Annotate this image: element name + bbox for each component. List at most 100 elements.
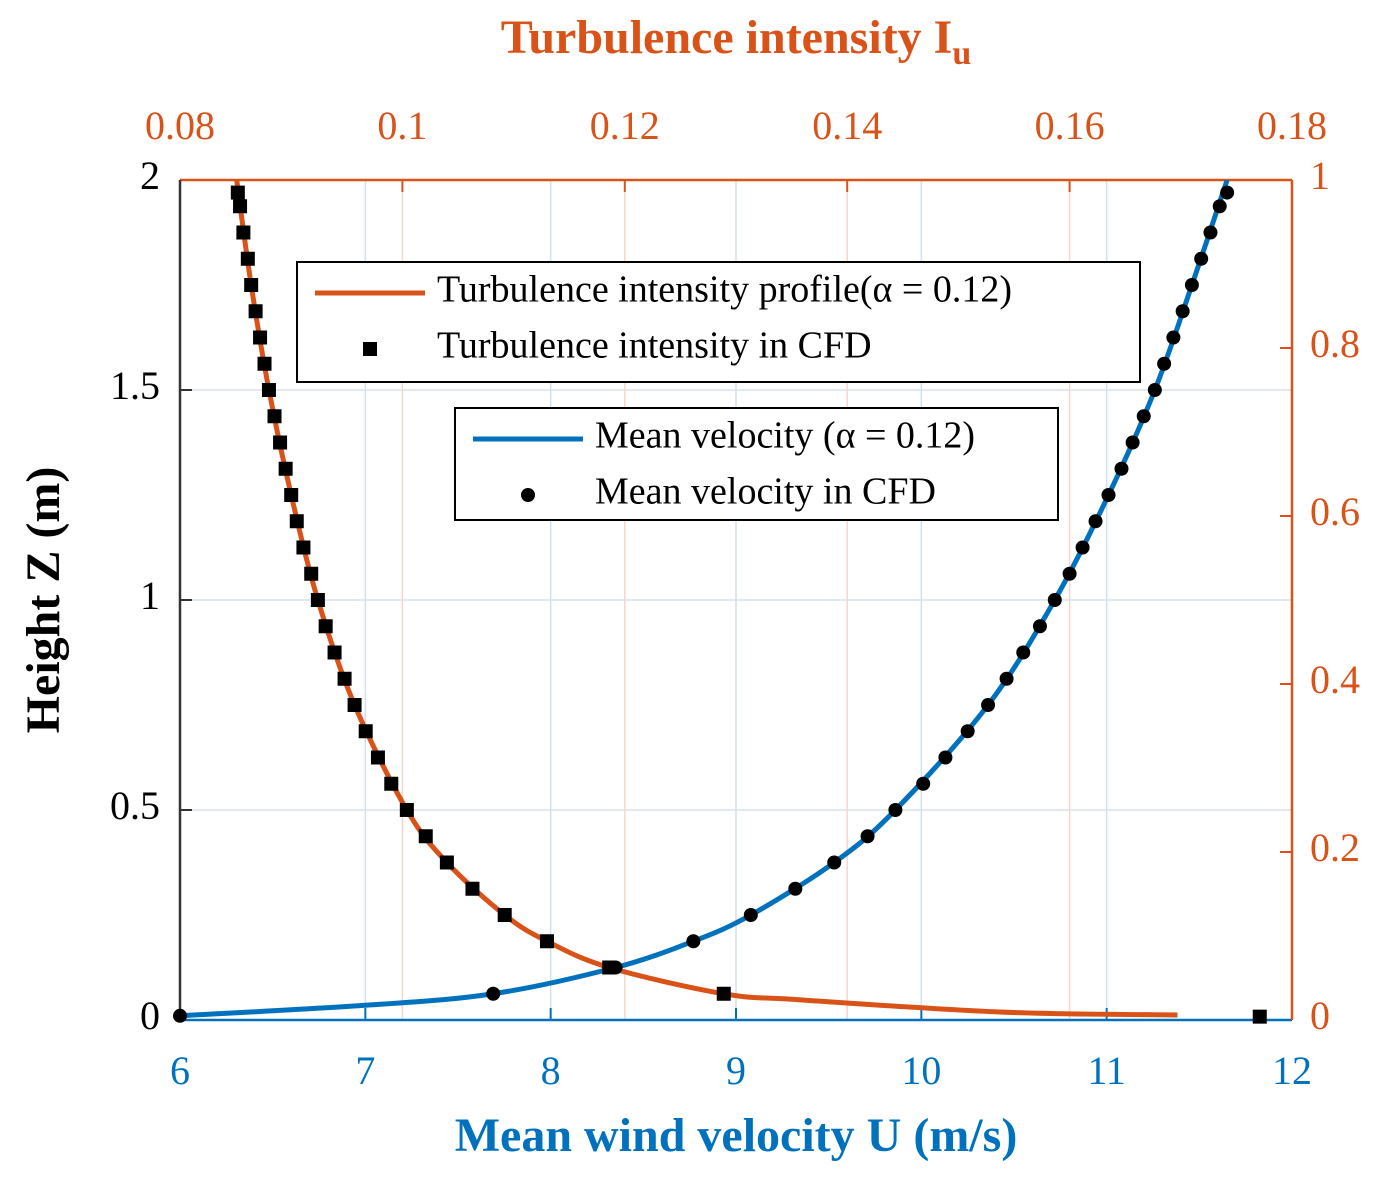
x2-axis-label-main: Turbulence intensity I bbox=[501, 11, 953, 64]
marker bbox=[788, 881, 803, 896]
marker bbox=[399, 803, 414, 817]
x2-axis-label-sub: u bbox=[952, 35, 971, 72]
marker bbox=[1016, 645, 1031, 660]
x-tick-label: 12 bbox=[1272, 1048, 1312, 1093]
marker bbox=[257, 356, 272, 371]
marker bbox=[1101, 488, 1116, 502]
marker bbox=[1047, 593, 1062, 607]
y-tick-label: 0.5 bbox=[110, 783, 160, 828]
legend-box bbox=[454, 407, 1059, 521]
marker bbox=[358, 724, 373, 739]
marker bbox=[278, 461, 293, 476]
y-tick-label: 1 bbox=[140, 573, 160, 618]
marker bbox=[253, 330, 268, 345]
marker bbox=[497, 908, 512, 922]
marker bbox=[296, 540, 311, 555]
marker bbox=[608, 960, 623, 975]
y2-tick-label: 0.6 bbox=[1310, 489, 1360, 534]
marker bbox=[1136, 409, 1151, 424]
x2-axis-label: Turbulence intensity Iu bbox=[501, 11, 972, 72]
y-tick-label: 0 bbox=[140, 993, 160, 1038]
marker bbox=[261, 383, 276, 397]
x-tick-label: 11 bbox=[1087, 1048, 1126, 1093]
y2-tick-label: 0.8 bbox=[1310, 321, 1360, 366]
x-tick-label: 10 bbox=[901, 1048, 941, 1093]
marker bbox=[418, 829, 433, 844]
marker bbox=[233, 199, 248, 214]
legend-swatch bbox=[521, 488, 535, 502]
marker bbox=[236, 225, 251, 240]
marker bbox=[439, 855, 454, 870]
x2-tick-label: 0.08 bbox=[145, 103, 215, 148]
marker bbox=[230, 185, 245, 200]
marker bbox=[1212, 199, 1227, 214]
legend-label: Turbulence intensity in CFD bbox=[437, 325, 872, 367]
marker bbox=[310, 593, 325, 607]
marker bbox=[1252, 1009, 1267, 1024]
marker bbox=[1194, 251, 1209, 266]
legend-box bbox=[296, 261, 1141, 383]
marker bbox=[327, 645, 342, 660]
marker bbox=[240, 251, 255, 266]
marker bbox=[539, 934, 554, 949]
marker bbox=[1166, 330, 1181, 345]
series-markers bbox=[230, 185, 1267, 1024]
y2-tick-label: 0 bbox=[1310, 993, 1330, 1038]
x-tick-label: 8 bbox=[541, 1048, 561, 1093]
marker bbox=[938, 750, 953, 765]
marker bbox=[827, 855, 842, 870]
marker bbox=[981, 698, 996, 712]
marker bbox=[173, 1008, 187, 1023]
marker bbox=[273, 435, 288, 450]
marker bbox=[289, 514, 304, 529]
y2-tick-label: 0.2 bbox=[1310, 825, 1360, 870]
marker bbox=[244, 278, 259, 292]
marker bbox=[384, 776, 399, 791]
series-markers bbox=[173, 185, 1235, 1023]
marker bbox=[486, 986, 501, 1001]
x-tick-label: 9 bbox=[726, 1048, 746, 1093]
marker bbox=[1220, 185, 1235, 200]
x2-tick-label: 0.1 bbox=[377, 103, 427, 148]
marker bbox=[1032, 619, 1047, 634]
marker bbox=[1125, 435, 1140, 450]
x2-tick-label: 0.18 bbox=[1257, 103, 1327, 148]
x2-tick-label: 0.12 bbox=[590, 103, 660, 148]
marker bbox=[1147, 383, 1162, 397]
y2-tick-label: 0.4 bbox=[1310, 657, 1360, 702]
marker bbox=[916, 776, 931, 791]
marker bbox=[960, 724, 975, 739]
marker bbox=[716, 986, 731, 1001]
legend: Turbulence intensity profile(α = 0.12) Tu… bbox=[296, 261, 1141, 383]
x2-tick-label: 0.14 bbox=[812, 103, 882, 148]
marker bbox=[284, 488, 299, 502]
marker bbox=[370, 750, 385, 765]
marker bbox=[1184, 278, 1199, 292]
y-tick-label: 2 bbox=[140, 153, 160, 198]
marker bbox=[686, 934, 701, 949]
marker bbox=[337, 671, 352, 686]
marker bbox=[888, 803, 903, 817]
marker bbox=[860, 829, 875, 844]
marker bbox=[1203, 225, 1218, 240]
marker bbox=[1062, 566, 1077, 581]
marker bbox=[1175, 304, 1190, 319]
marker bbox=[1075, 540, 1090, 555]
y-axis-label: Height Z (m) bbox=[17, 467, 70, 734]
y2-tick-label: 1 bbox=[1310, 153, 1330, 198]
marker bbox=[999, 671, 1014, 686]
x-tick-label: 6 bbox=[170, 1048, 190, 1093]
legend-swatch bbox=[363, 342, 377, 356]
x-tick-label: 7 bbox=[355, 1048, 375, 1093]
marker bbox=[465, 881, 480, 896]
legend: Mean velocity (α = 0.12) Mean velocity in… bbox=[454, 407, 1059, 521]
x-axis-label: Mean wind velocity U (m/s) bbox=[455, 1109, 1018, 1162]
legend-label: Turbulence intensity profile(α = 0.12) bbox=[437, 269, 1012, 311]
marker bbox=[743, 908, 758, 922]
marker bbox=[248, 304, 263, 319]
marker bbox=[1114, 461, 1129, 476]
marker bbox=[347, 698, 362, 712]
marker bbox=[318, 619, 333, 634]
legend-label: Mean velocity (α = 0.12) bbox=[595, 415, 975, 457]
